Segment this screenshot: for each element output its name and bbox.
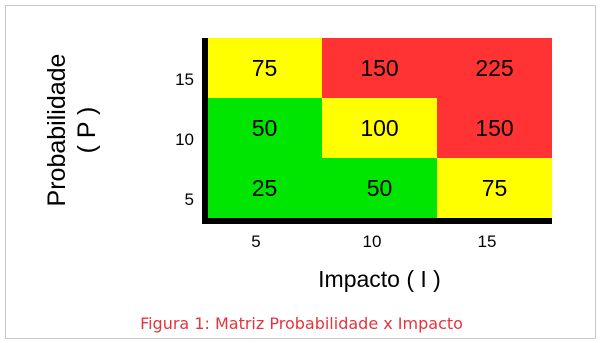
figure-frame: Probabilidade ( P ) 15 10 5 75 150 225 50 10…	[5, 5, 596, 339]
y-tick-label-5: 5	[184, 190, 194, 209]
y-tick-label-15: 15	[175, 70, 194, 89]
matrix-cell-p15-i5: 75	[207, 38, 322, 98]
y-axis-title-line-2: ( P )	[73, 106, 101, 154]
matrix-cell-p5-i10: 50	[322, 158, 437, 218]
matrix-cell-p5-i15: 75	[437, 158, 552, 218]
y-axis-title-line-1: Probabilidade	[43, 53, 71, 207]
matrix-cell-p10-i5: 50	[207, 98, 322, 158]
matrix-cell-p15-i10: 150	[322, 38, 437, 98]
risk-matrix: 75 150 225 50 100 150 25 50 75	[207, 38, 552, 218]
x-tick-label-5: 5	[251, 232, 261, 251]
x-tick-label-10: 10	[362, 232, 382, 251]
y-tick-label-10: 10	[175, 130, 194, 149]
figure-caption: Figura 1: Matriz Probabilidade x Impacto	[140, 314, 463, 333]
matrix-cell-p10-i15: 150	[437, 98, 552, 158]
matrix-cell-p15-i15: 225	[437, 38, 552, 98]
matrix-cell-p10-i10: 100	[322, 98, 437, 158]
matrix-cell-p5-i5: 25	[207, 158, 322, 218]
x-tick-label-15: 15	[477, 232, 497, 251]
x-axis-line	[202, 218, 552, 224]
y-axis-line	[202, 38, 208, 224]
x-axis-title: Impacto ( I )	[318, 266, 441, 292]
